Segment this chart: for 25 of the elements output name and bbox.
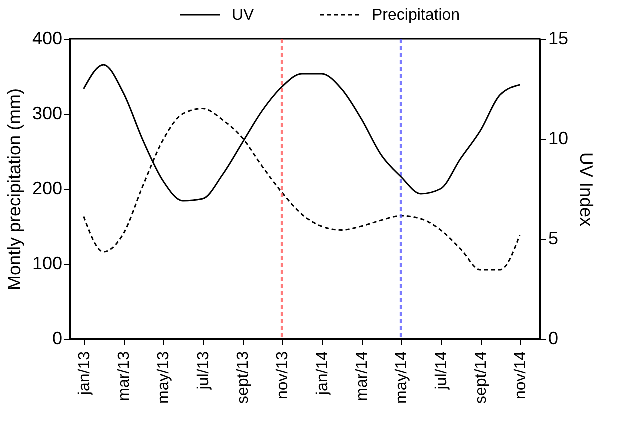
- y-tick-label: 200: [32, 178, 62, 198]
- x-tick-label: nov/13: [274, 351, 292, 400]
- x-tick-label: jan/14: [314, 351, 332, 396]
- y-tick-label: 0: [52, 328, 62, 348]
- y-tick-label: 300: [32, 104, 62, 124]
- y2-tick-label: 10: [548, 128, 569, 148]
- x-tick-label: jul/14: [433, 351, 450, 391]
- y2-tick-label: 0: [548, 328, 559, 348]
- x-tick-label: sept/14: [473, 351, 490, 404]
- legend-label: Precipitation: [372, 7, 460, 24]
- x-tick-label: sept/13: [235, 351, 252, 404]
- x-tick-label: jul/13: [195, 351, 212, 391]
- legend-label: UV: [232, 7, 255, 24]
- x-tick-label: may/13: [156, 351, 173, 404]
- x-tick-label: jan/13: [76, 351, 94, 396]
- y2-tick-label: 5: [548, 228, 559, 248]
- y-axis-title: Montly precipitation (mm): [4, 88, 24, 291]
- x-tick-label: mar/14: [354, 351, 372, 402]
- y2-axis-title: UV Index: [576, 152, 597, 227]
- y-tick-label: 400: [32, 28, 62, 48]
- y2-tick-label: 15: [548, 28, 569, 48]
- x-tick-label: nov/14: [512, 351, 530, 400]
- x-tick-label: mar/13: [116, 351, 134, 402]
- y-tick-label: 100: [32, 254, 62, 274]
- x-tick-label: may/14: [394, 351, 411, 404]
